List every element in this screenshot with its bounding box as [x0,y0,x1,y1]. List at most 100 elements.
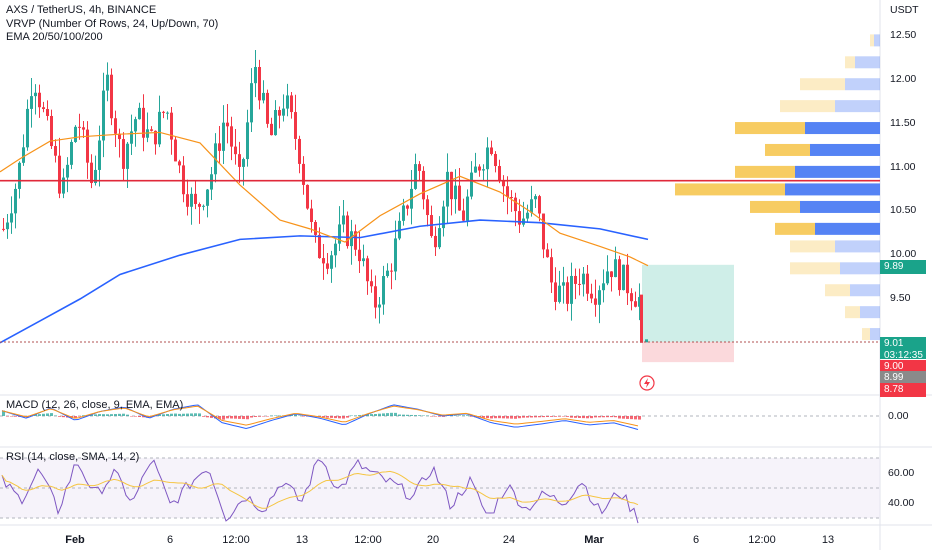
vp-bar-up [825,284,850,297]
macd-hist-bar [542,416,545,418]
candle-body [502,181,505,187]
macd-hist-bar [94,414,97,416]
macd-legend[interactable]: MACD (12, 26, close, 9, EMA, EMA) [6,399,184,411]
candle-body [630,293,633,302]
x-tick: Feb [65,534,85,546]
macd-hist-bar [638,416,641,420]
candle-body [306,184,309,209]
target-price-badge: 9.89 [880,260,926,274]
candle-body [538,196,541,214]
vp-bar-down [785,183,880,196]
candle-body [62,177,65,194]
macd-hist-bar [342,416,345,419]
vp-bar-up [750,200,800,213]
event-marker [639,375,655,391]
candle-body [586,273,589,294]
macd-hist-bar [46,413,49,416]
candle-body [206,189,209,206]
candle-body [166,112,169,114]
macd-hist-bar [606,416,609,418]
candle-body [318,234,321,259]
candle-body [338,224,341,244]
candle-body [334,243,337,256]
x-tick: 6 [692,534,700,546]
candle-body [278,110,281,116]
candle-body [174,139,177,162]
macd-hist-bar [42,413,45,416]
vp-bar-up [790,240,835,253]
macd-hist-bar [322,416,325,418]
vp-bar-down [795,165,880,178]
candle-body [370,281,373,287]
candle-body [26,108,29,148]
candle-body [78,126,81,128]
candle-body [362,258,365,262]
price-tick: 11.00 [890,160,916,173]
macd-hist-bar [402,414,405,416]
macd-hist-bar [10,416,13,417]
macd-hist-bar [78,416,81,417]
candle-body [390,270,393,272]
candle-body [234,146,237,155]
candle-body [598,290,601,305]
macd-hist-bar [582,416,585,419]
macd-hist-bar [622,416,625,419]
macd-hist-bar [486,416,489,419]
candle-body [618,259,621,291]
macd-hist-bar [566,416,569,417]
candle-body [526,212,529,219]
symbol-legend[interactable]: AXS / TetherUS, 4h, BINANCE [6,4,157,16]
candle-body [22,147,25,163]
x-tick: 13 [295,534,309,546]
macd-hist-bar [526,416,529,418]
candle-body [450,171,453,200]
macd-hist-bar [182,413,185,416]
candle-body [478,166,481,171]
macd-hist-bar [546,416,549,417]
macd-hist-bar [626,416,629,419]
macd-hist-bar [178,413,181,416]
candle-body [98,140,101,170]
macd-hist-bar [502,416,505,419]
macd-hist-bar [130,416,133,417]
vp-bar-down [845,78,880,91]
vp-bar-up [735,122,805,135]
ema-legend[interactable]: EMA 20/50/100/200 [6,31,103,43]
candle-body [406,205,409,209]
macd-hist-bar [570,416,573,418]
price-tick: 10.50 [890,204,917,217]
macd-hist-bar [530,416,533,418]
macd-hist-bar [118,413,121,416]
macd-hist-bar [522,416,525,418]
candle-body [482,169,485,171]
macd-hist-bar [330,416,333,418]
macd-hist-bar [226,416,229,419]
macd-hist-bar [142,416,145,418]
candle-body [466,196,469,221]
rsi-tick-60: 60.00 [888,467,915,479]
rsi-legend[interactable]: RSI (14, close, SMA, 14, 2) [6,451,140,463]
macd-hist-bar [2,410,5,416]
macd-hist-bar [438,416,441,417]
candle-body [262,92,265,101]
candle-body [66,164,69,178]
macd-hist-bar [266,416,269,417]
candle-body [470,172,473,197]
candle-body [626,264,629,294]
vp-bar-up [870,34,874,47]
candle-body [474,166,477,173]
vrvp-legend[interactable]: VRVP (Number Of Rows, 24, Up/Down, 70) [6,18,219,30]
macd-hist-bar [466,415,469,416]
macd-hist-bar [482,416,485,418]
candle-body [274,110,277,136]
macd-hist-bar [398,414,401,416]
candle-body [94,169,97,184]
candle-body [402,205,405,221]
candle-body [122,139,125,169]
price-badge-2: 8.99 [880,371,926,385]
candle-body [534,196,537,200]
stop-price-badge: 8.78 [880,383,926,397]
macd-hist-bar [378,413,381,416]
